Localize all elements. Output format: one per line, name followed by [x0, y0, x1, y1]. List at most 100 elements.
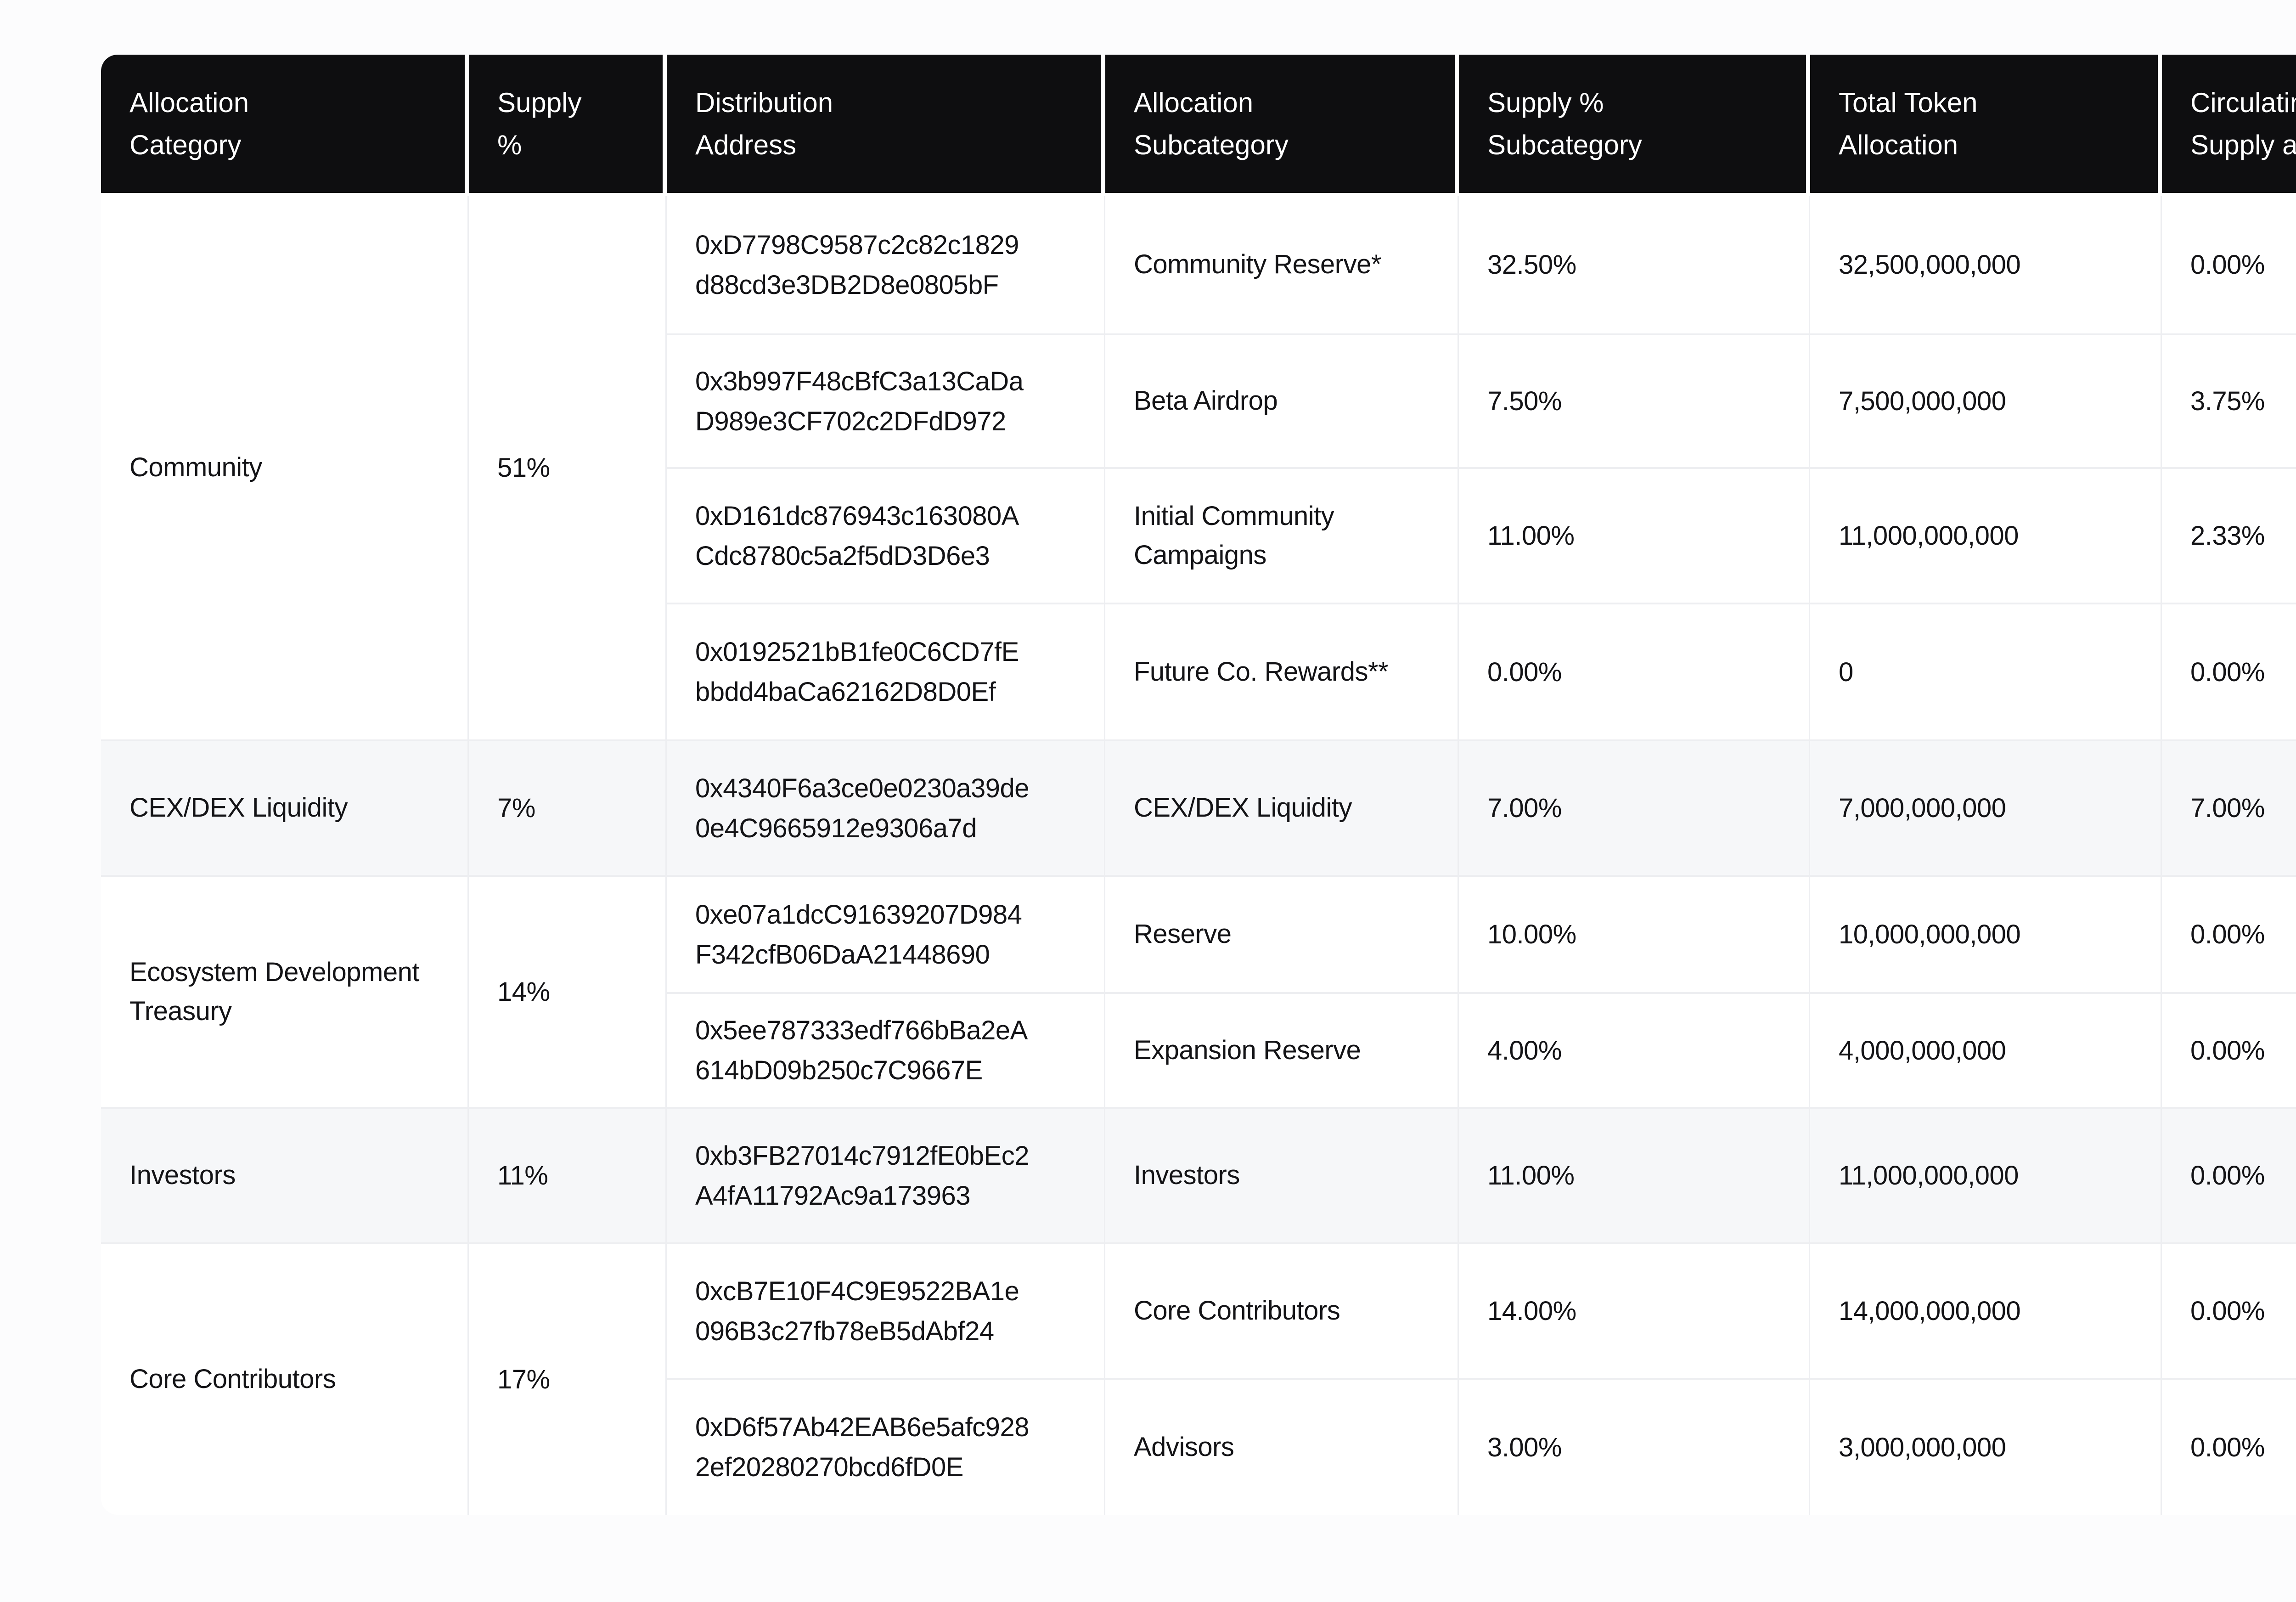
- total-token-allocation-cell: 0: [1810, 604, 2162, 739]
- header-allocation-category: Allocation Category: [101, 55, 469, 193]
- category-label: CEX/DEX Liquidity: [129, 793, 348, 823]
- group-core-contributors: Core Contributors 17% 0xcB7E10F4C9E9522B…: [101, 1244, 2296, 1515]
- subcategory-label: Advisors: [1134, 1432, 1234, 1462]
- supply-pct-subcategory-cell: 7.00%: [1459, 741, 1810, 875]
- circulating-supply-tge-cell: 7.00%: [2162, 741, 2296, 875]
- address-text: 0xD7798C9587c2c82c1829d88cd3e3DB2D8e0805…: [695, 230, 1019, 300]
- allocation-subcategory-cell: Reserve: [1105, 877, 1459, 992]
- header-line: Address: [695, 129, 797, 160]
- address-text: 0xb3FB27014c7912fE0bEc2A4fA11792Ac9a1739…: [695, 1140, 1029, 1211]
- header-line: Subcategory: [1487, 129, 1642, 160]
- header-circulating-supply-tge: Circulating Supply at TGE: [2162, 55, 2296, 193]
- supply-pct-subcategory-cell: 32.50%: [1459, 196, 1810, 333]
- distribution-address-cell: 0xD7798C9587c2c82c1829d88cd3e3DB2D8e0805…: [667, 196, 1105, 333]
- subcategory-label: Reserve: [1134, 919, 1232, 949]
- header-line: Circulating: [2190, 87, 2296, 118]
- distribution-address-cell: 0xcB7E10F4C9E9522BA1e096B3c27fb78eB5dAbf…: [667, 1244, 1105, 1378]
- circulating-supply-tge-cell: 0.00%: [2162, 604, 2296, 739]
- header-supply-pct: Supply%: [469, 55, 667, 193]
- supply-pct-subcategory-cell: 0.00%: [1459, 604, 1810, 739]
- category-label: Core Contributors: [129, 1364, 336, 1394]
- header-line: Distribution: [695, 87, 833, 118]
- allocation-subcategory-cell: Beta Airdrop: [1105, 335, 1459, 467]
- distribution-address-cell: 0xD161dc876943c163080ACdc8780c5a2f5dD3D6…: [667, 469, 1105, 603]
- table-row: 0x0192521bB1fe0C6CD7fEbbdd4baCa62162D8D0…: [667, 604, 2296, 739]
- circulating-supply-tge-cell: 0.00%: [2162, 196, 2296, 333]
- total-token-allocation-cell: 11,000,000,000: [1810, 1109, 2162, 1242]
- allocation-subcategory-cell: Initial Community Campaigns: [1105, 469, 1459, 603]
- supply-pct-cell: 7%: [469, 741, 667, 875]
- table-row: 0x4340F6a3ce0e0230a39de0e4C9665912e9306a…: [667, 741, 2296, 875]
- circulating-supply-tge-cell: 0.00%: [2162, 877, 2296, 992]
- total-token-allocation-cell: 7,000,000,000: [1810, 741, 2162, 875]
- header-allocation-subcategory: Allocation Subcategory: [1105, 55, 1459, 193]
- group-rows: 0x4340F6a3ce0e0230a39de0e4C9665912e9306a…: [667, 741, 2296, 875]
- total-token-allocation-cell: 11,000,000,000: [1810, 469, 2162, 603]
- table-row: 0xe07a1dcC91639207D984F342cfB06DaA214486…: [667, 877, 2296, 994]
- header-distribution-address: Distribution Address: [667, 55, 1105, 193]
- total-token-allocation-cell: 4,000,000,000: [1810, 994, 2162, 1107]
- group-investors: Investors 11% 0xb3FB27014c7912fE0bEc2A4f…: [101, 1109, 2296, 1244]
- table-body: Community 51% 0xD7798C9587c2c82c1829d88c…: [101, 196, 2296, 1515]
- header-line: Allocation: [1134, 87, 1254, 118]
- table-row: 0xb3FB27014c7912fE0bEc2A4fA11792Ac9a1739…: [667, 1109, 2296, 1242]
- allocation-subcategory-cell: CEX/DEX Liquidity: [1105, 741, 1459, 875]
- address-text: 0x3b997F48cBfC3a13CaDaD989e3CF702c2DFdD9…: [695, 366, 1024, 436]
- subcategory-label: Initial Community Campaigns: [1134, 501, 1334, 570]
- table-row: 0xD6f57Ab42EAB6e5afc9282ef20280270bcd6fD…: [667, 1380, 2296, 1515]
- address-text: 0x0192521bB1fe0C6CD7fEbbdd4baCa62162D8D0…: [695, 637, 1019, 707]
- group-rows: 0xe07a1dcC91639207D984F342cfB06DaA214486…: [667, 877, 2296, 1107]
- allocation-category-cell: Ecosystem Development Treasury: [101, 877, 469, 1107]
- allocation-category-cell: CEX/DEX Liquidity: [101, 741, 469, 875]
- supply-pct-subcategory-cell: 11.00%: [1459, 1109, 1810, 1242]
- allocation-category-cell: Community: [101, 196, 469, 739]
- allocation-subcategory-cell: Advisors: [1105, 1380, 1459, 1515]
- circulating-supply-tge-cell: 0.00%: [2162, 994, 2296, 1107]
- total-token-allocation-cell: 3,000,000,000: [1810, 1380, 2162, 1515]
- address-text: 0xD161dc876943c163080ACdc8780c5a2f5dD3D6…: [695, 501, 1019, 571]
- group-community: Community 51% 0xD7798C9587c2c82c1829d88c…: [101, 196, 2296, 741]
- allocation-subcategory-cell: Future Co. Rewards**: [1105, 604, 1459, 739]
- supply-pct-subcategory-cell: 7.50%: [1459, 335, 1810, 467]
- allocation-category-cell: Core Contributors: [101, 1244, 469, 1515]
- total-token-allocation-cell: 32,500,000,000: [1810, 196, 2162, 333]
- circulating-supply-tge-cell: 2.33%: [2162, 469, 2296, 603]
- header-line: Category: [129, 129, 242, 160]
- address-text: 0x5ee787333edf766bBa2eA614bD09b250c7C966…: [695, 1015, 1028, 1085]
- address-text: 0x4340F6a3ce0e0230a39de0e4C9665912e9306a…: [695, 773, 1030, 843]
- header-line: Supply at TGE: [2190, 129, 2296, 160]
- header-line: Total Token: [1839, 87, 1978, 118]
- allocation-subcategory-cell: Community Reserve*: [1105, 196, 1459, 333]
- header-line: Allocation: [129, 87, 249, 118]
- subcategory-label: Expansion Reserve: [1134, 1035, 1361, 1065]
- table-row: 0xD7798C9587c2c82c1829d88cd3e3DB2D8e0805…: [667, 196, 2296, 335]
- header-line: Allocation: [1839, 129, 1958, 160]
- group-ecosystem-development-treasury: Ecosystem Development Treasury 14% 0xe07…: [101, 877, 2296, 1109]
- header-line: Subcategory: [1134, 129, 1289, 160]
- table-row: 0xcB7E10F4C9E9522BA1e096B3c27fb78eB5dAbf…: [667, 1244, 2296, 1380]
- category-label: Community: [129, 452, 262, 483]
- allocation-category-cell: Investors: [101, 1109, 469, 1242]
- distribution-address-cell: 0x4340F6a3ce0e0230a39de0e4C9665912e9306a…: [667, 741, 1105, 875]
- header-line: %: [497, 129, 522, 160]
- total-token-allocation-cell: 7,500,000,000: [1810, 335, 2162, 467]
- address-text: 0xcB7E10F4C9E9522BA1e096B3c27fb78eB5dAbf…: [695, 1276, 1019, 1346]
- allocation-table-card: Allocation Category Supply% Distribution A…: [101, 55, 2296, 1515]
- circulating-supply-tge-cell: 0.00%: [2162, 1244, 2296, 1378]
- subcategory-label: Community Reserve*: [1134, 249, 1381, 280]
- supply-pct-cell: 11%: [469, 1109, 667, 1242]
- group-cex-dex-liquidity: CEX/DEX Liquidity 7% 0x4340F6a3ce0e0230a…: [101, 741, 2296, 877]
- allocation-subcategory-cell: Investors: [1105, 1109, 1459, 1242]
- group-rows: 0xD7798C9587c2c82c1829d88cd3e3DB2D8e0805…: [667, 196, 2296, 739]
- supply-pct-subcategory-cell: 4.00%: [1459, 994, 1810, 1107]
- circulating-supply-tge-cell: 3.75%: [2162, 335, 2296, 467]
- group-rows: 0xcB7E10F4C9E9522BA1e096B3c27fb78eB5dAbf…: [667, 1244, 2296, 1515]
- header-line: Supply: [497, 87, 582, 118]
- table-row: 0xD161dc876943c163080ACdc8780c5a2f5dD3D6…: [667, 469, 2296, 604]
- category-label: Ecosystem Development Treasury: [129, 957, 419, 1026]
- distribution-address-cell: 0xb3FB27014c7912fE0bEc2A4fA11792Ac9a1739…: [667, 1109, 1105, 1242]
- circulating-supply-tge-cell: 0.00%: [2162, 1380, 2296, 1515]
- distribution-address-cell: 0x3b997F48cBfC3a13CaDaD989e3CF702c2DFdD9…: [667, 335, 1105, 467]
- supply-pct-subcategory-cell: 14.00%: [1459, 1244, 1810, 1378]
- category-label: Investors: [129, 1160, 236, 1190]
